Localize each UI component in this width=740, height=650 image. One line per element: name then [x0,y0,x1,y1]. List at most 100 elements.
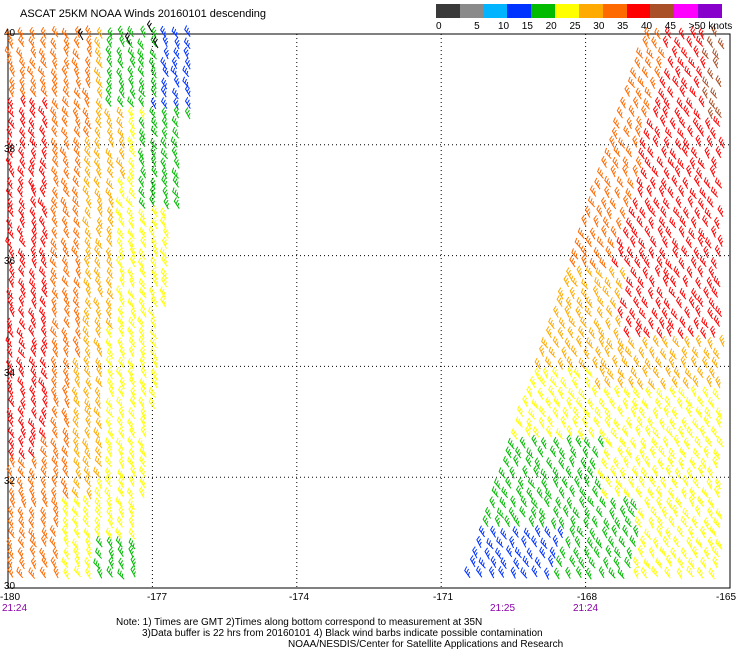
wind-barb [652,427,660,439]
wind-barb [39,566,47,579]
wind-barb [665,464,672,477]
wind-barb [174,37,180,50]
wind-barb [647,146,654,158]
wind-barb [95,306,102,320]
wind-barb [659,316,665,329]
wind-barb [667,454,674,467]
wind-barb [82,505,89,518]
wind-barb [85,76,91,89]
wind-barb [604,344,610,358]
wind-barb [550,517,557,530]
wind-barb [62,357,70,370]
wind-barb [647,287,654,300]
wind-barb [686,536,693,549]
wind-barb [137,147,145,160]
wind-barb [632,135,638,148]
wind-barb [655,356,662,368]
wind-barb [72,335,79,348]
wind-barb [18,447,26,460]
wind-barb [569,255,576,268]
wind-barb [86,545,92,559]
wind-barb [706,36,714,48]
wind-barb [631,226,638,238]
wind-barb [127,47,135,59]
wind-barb [495,547,502,560]
wind-barb [139,446,147,458]
wind-barb [636,176,644,189]
contaminated-barb [124,32,131,45]
wind-barb [592,285,599,298]
wind-barb [609,396,616,409]
wind-barb [584,376,591,389]
wind-barb [119,377,126,390]
wind-barb [611,256,619,268]
wind-barb [678,27,685,40]
wind-barb [8,487,15,500]
wind-barb [585,366,593,378]
contaminated-barb [77,28,84,41]
wind-barb [577,227,585,239]
wind-barb [137,65,145,78]
wind-barb [128,167,135,180]
wind-barb [106,536,113,549]
wind-barb [139,356,146,369]
wind-barb [38,105,46,118]
wind-barb [17,456,26,469]
legend-tick-label: 5 [474,21,480,32]
wind-barb [138,335,146,348]
wind-barb [63,547,70,560]
wind-barb [630,266,638,279]
wind-barb [105,276,113,289]
wind-barb [38,427,47,439]
wind-barb [72,107,79,120]
wind-barb [116,95,124,108]
wind-barb [651,465,658,477]
wind-barb [672,246,678,259]
wind-barb [40,36,46,49]
wind-barb [623,125,630,138]
wind-barb [73,445,80,458]
wind-barb [53,174,59,187]
wind-barb [638,147,645,160]
wind-barb [649,446,656,459]
wind-barb [18,235,26,248]
wind-barb [28,435,35,448]
wind-barb [624,84,631,97]
wind-barb [7,565,14,578]
wind-barb [30,195,37,208]
wind-barb [73,366,80,379]
wind-barb [162,34,169,48]
wind-barb [642,336,648,349]
lat-label-40: 40 [4,28,16,39]
wind-barb [17,376,25,388]
wind-barb [679,316,686,329]
wind-barb [73,65,80,79]
wind-barb [640,467,648,479]
wind-barb [706,135,713,148]
wind-barb [73,456,81,469]
wind-barb [649,275,655,288]
wind-barb [8,117,15,129]
wind-barb [161,236,168,249]
wind-barb [693,317,700,330]
wind-barb [659,417,665,430]
wind-barb [638,237,646,249]
wind-barb [569,286,576,300]
wind-barb [85,267,92,280]
wind-barb [525,454,532,467]
wind-barb [609,135,615,148]
wind-barb [140,306,147,318]
wind-barb [673,266,680,278]
wind-barb [680,547,688,559]
wind-barb [643,98,650,110]
wind-barb [29,206,36,219]
legend-tick-label: 20 [545,21,557,32]
wind-barb [644,225,651,238]
wind-barb [683,206,689,219]
wind-barb [671,45,678,58]
wind-barb [82,107,90,120]
wind-barb [702,76,710,88]
wind-barb [16,327,24,339]
wind-barb [30,427,36,440]
wind-barb [150,327,158,340]
